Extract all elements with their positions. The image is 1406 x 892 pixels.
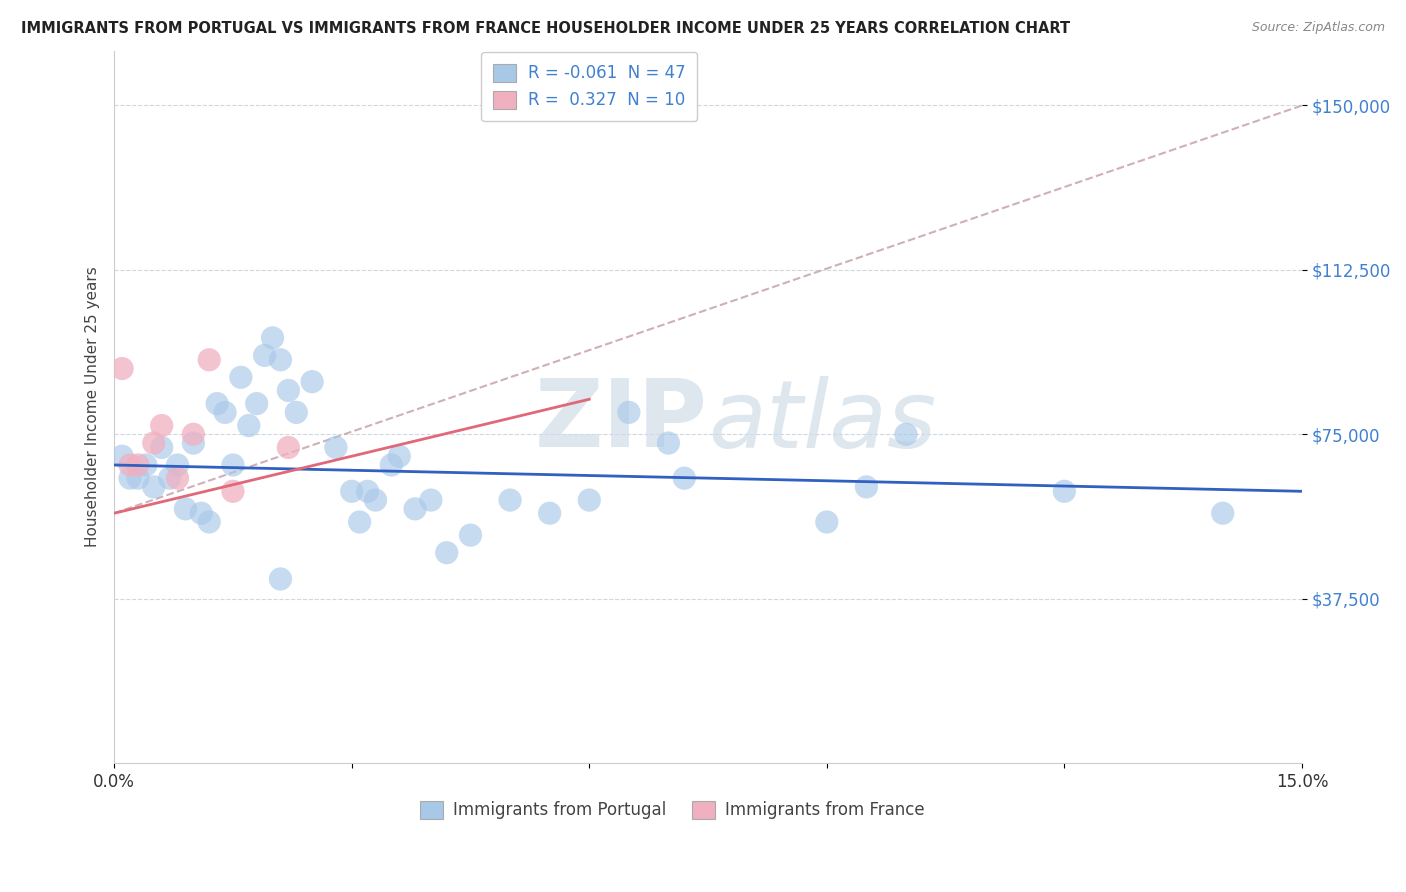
Point [246, 396, 269, 410]
Point [127, 471, 149, 485]
Point [340, 484, 363, 499]
Point [1212, 506, 1234, 520]
Point [135, 458, 157, 472]
Point [229, 370, 252, 384]
Text: IMMIGRANTS FROM PORTUGAL VS IMMIGRANTS FROM FRANCE HOUSEHOLDER INCOME UNDER 25 Y: IMMIGRANTS FROM PORTUGAL VS IMMIGRANTS F… [21, 21, 1070, 36]
Point [183, 427, 205, 442]
Legend: Immigrants from Portugal, Immigrants from France: Immigrants from Portugal, Immigrants fro… [413, 794, 931, 826]
Point [285, 405, 308, 419]
Point [1053, 484, 1076, 499]
Point [657, 436, 679, 450]
Point [349, 515, 371, 529]
Point [815, 515, 838, 529]
Point [166, 458, 188, 472]
Point [253, 348, 276, 362]
Point [436, 546, 458, 560]
Text: ZIP: ZIP [536, 376, 709, 467]
Point [269, 572, 291, 586]
Point [166, 471, 188, 485]
Point [538, 506, 561, 520]
Point [214, 405, 236, 419]
Point [404, 501, 426, 516]
Point [159, 471, 181, 485]
Point [301, 375, 323, 389]
Point [142, 480, 165, 494]
Text: atlas: atlas [709, 376, 936, 467]
Point [262, 331, 284, 345]
Point [127, 458, 149, 472]
Point [617, 405, 640, 419]
Point [894, 427, 917, 442]
Point [269, 352, 291, 367]
Point [150, 418, 173, 433]
Point [325, 441, 347, 455]
Point [356, 484, 378, 499]
Point [150, 441, 173, 455]
Point [277, 384, 299, 398]
Point [205, 396, 228, 410]
Point [419, 493, 441, 508]
Point [578, 493, 600, 508]
Point [499, 493, 522, 508]
Point [222, 484, 245, 499]
Point [183, 436, 205, 450]
Text: Source: ZipAtlas.com: Source: ZipAtlas.com [1251, 21, 1385, 34]
Point [364, 493, 387, 508]
Point [198, 515, 221, 529]
Point [190, 506, 212, 520]
Point [388, 449, 411, 463]
Point [460, 528, 482, 542]
Point [174, 501, 197, 516]
Point [673, 471, 696, 485]
Point [380, 458, 402, 472]
Point [118, 458, 141, 472]
Point [238, 418, 260, 433]
Point [111, 449, 134, 463]
Point [855, 480, 877, 494]
Point [222, 458, 245, 472]
Point [142, 436, 165, 450]
Point [111, 361, 134, 376]
Point [198, 352, 221, 367]
Point [118, 471, 141, 485]
Point [277, 441, 299, 455]
Y-axis label: Householder Income Under 25 years: Householder Income Under 25 years [86, 267, 100, 548]
